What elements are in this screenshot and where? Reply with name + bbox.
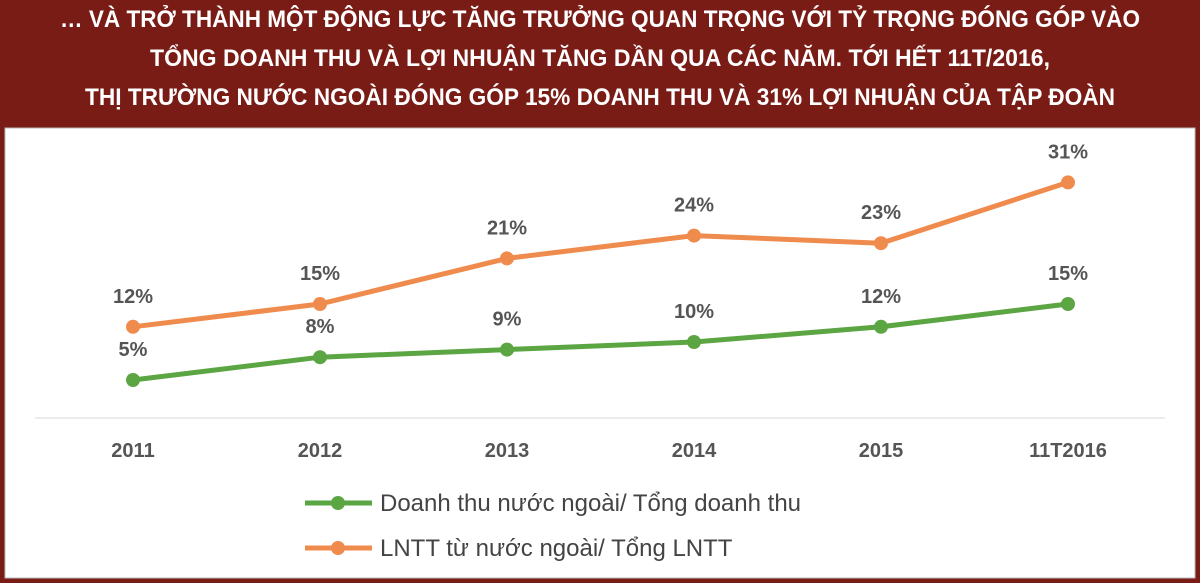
data-label: 5% (119, 339, 148, 361)
data-point (126, 373, 140, 387)
x-tick-label: 11T2016 (1029, 440, 1107, 462)
data-point (687, 228, 701, 243)
data-point (500, 342, 514, 357)
data-point (1061, 175, 1075, 190)
series-line (132, 180, 1069, 330)
legend-marker (331, 541, 345, 555)
data-label: 10% (674, 301, 714, 323)
data-label: 15% (1048, 263, 1088, 285)
series-line (132, 301, 1069, 383)
data-label: 9% (493, 309, 522, 331)
legend-label: Doanh thu nước ngoài/ Tổng doanh thu (380, 490, 801, 517)
data-point (313, 350, 327, 365)
data-point (874, 236, 888, 251)
data-label: 12% (861, 286, 901, 308)
chart-title: … VÀ TRỞ THÀNH MỘT ĐỘNG LỰC TĂNG TRƯỞNG … (60, 4, 1140, 33)
data-label: 31% (1048, 141, 1088, 163)
x-tick-label: 2012 (298, 440, 343, 462)
data-label: 8% (306, 316, 335, 338)
data-point (874, 319, 888, 334)
data-label: 24% (674, 195, 714, 217)
data-point (1061, 297, 1075, 311)
x-tick-label: 2015 (859, 440, 904, 462)
x-tick-label: 2011 (111, 440, 154, 462)
legend-marker (331, 496, 345, 510)
data-point (126, 319, 140, 334)
chart-title: TỔNG DOANH THU VÀ LỢI NHUẬN TĂNG DẦN QUA… (150, 44, 1050, 72)
data-point (500, 251, 514, 266)
data-label: 23% (861, 202, 901, 224)
data-label: 12% (113, 286, 153, 308)
data-label: 15% (300, 263, 340, 285)
data-point (687, 335, 701, 349)
x-tick-label: 2013 (485, 440, 530, 462)
data-point (313, 297, 327, 311)
x-tick-label: 2014 (672, 440, 717, 462)
data-label: 21% (487, 217, 527, 239)
chart-title: THỊ TRƯỜNG NƯỚC NGOÀI ĐÓNG GÓP 15% DOANH… (85, 82, 1115, 111)
legend-label: LNTT từ nước ngoài/ Tổng LNTT (380, 535, 733, 562)
